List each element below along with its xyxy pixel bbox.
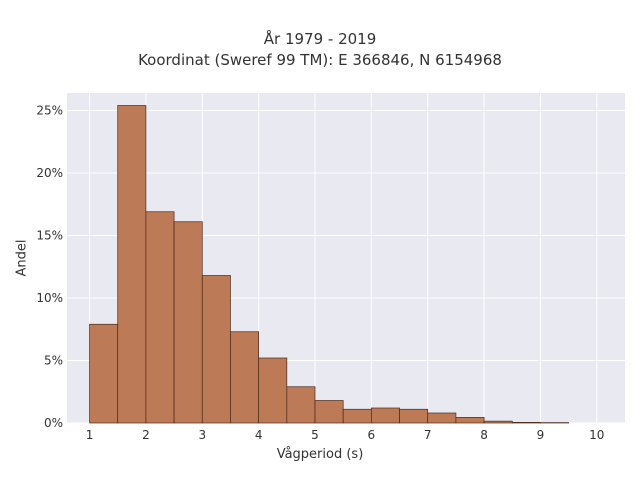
histogram-bar (371, 407, 400, 424)
histogram-bar (173, 221, 203, 424)
histogram-bar (117, 105, 147, 424)
y-axis-label: Andel (14, 239, 30, 277)
x-tick-label: 7 (424, 428, 432, 442)
x-tick-label: 6 (368, 428, 376, 442)
histogram-bar (342, 408, 372, 424)
histogram-bar (258, 357, 288, 424)
y-tick-label: 0% (44, 416, 63, 430)
x-tick-label: 1 (86, 428, 94, 442)
histogram-bar (89, 323, 119, 424)
histogram-bar (230, 331, 259, 424)
x-tick-label: 9 (537, 428, 545, 442)
histogram-bar (201, 275, 231, 424)
y-tick-label: 10% (36, 291, 63, 305)
y-tick-label: 20% (36, 166, 63, 180)
chart-title-line-2: Koordinat (Sweref 99 TM): E 366846, N 61… (138, 51, 502, 69)
x-tick-label: 4 (255, 428, 263, 442)
histogram-bar (286, 386, 316, 424)
histogram-bar (455, 417, 485, 424)
histogram-bar (314, 400, 344, 424)
x-tick-label: 5 (311, 428, 319, 442)
y-tick-label: 5% (44, 354, 63, 368)
x-axis-label: Vågperiod (s) (276, 447, 364, 462)
y-tick-label: 15% (36, 229, 63, 243)
chart-title-line-1: År 1979 - 2019 (263, 30, 377, 48)
histogram-bar (145, 211, 175, 424)
histogram-bar (511, 422, 541, 424)
x-tick-label: 10 (589, 428, 604, 442)
histogram-bar (399, 408, 429, 424)
x-tick-label: 3 (198, 428, 206, 442)
x-tick-label: 8 (480, 428, 488, 442)
x-tick-label: 2 (142, 428, 150, 442)
histogram-bar (483, 420, 513, 424)
y-tick-label: 25% (36, 104, 63, 118)
histogram-bar (427, 412, 457, 424)
